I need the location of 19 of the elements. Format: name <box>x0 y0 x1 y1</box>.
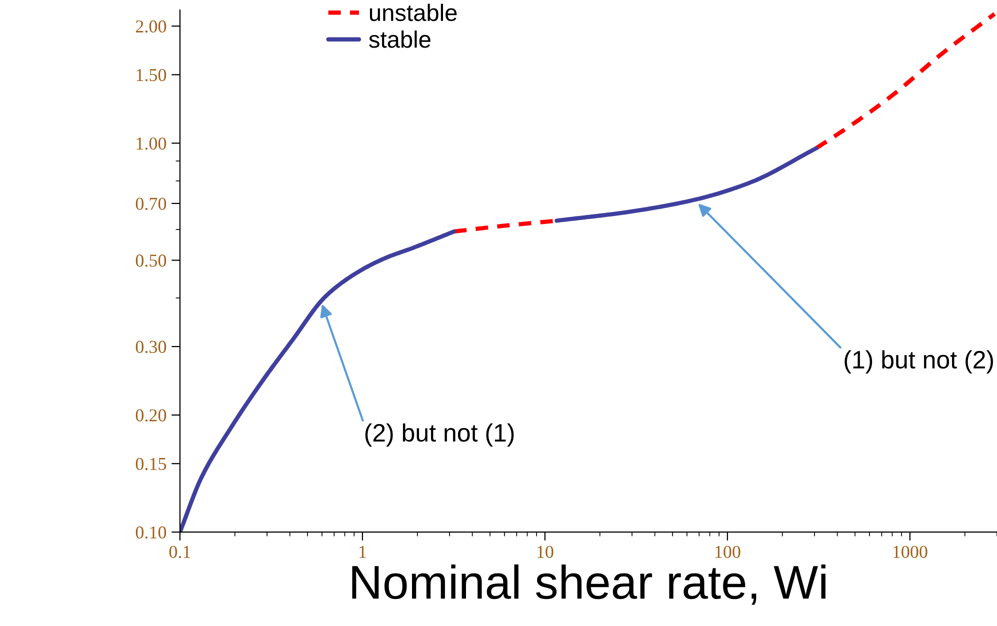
x-axis-title: Nominal shear rate, Wi <box>352 564 826 605</box>
y-tick-label: 2.00 <box>136 20 166 33</box>
y-tick-label: 1.00 <box>136 137 166 150</box>
x-tick-label: 100 <box>715 546 740 558</box>
legend-label: unstable <box>370 4 457 22</box>
y-tick-label: 1.50 <box>136 68 166 82</box>
annotation: (2) but not (1) <box>365 423 514 447</box>
x-tick-label: 10 <box>538 546 554 558</box>
legend-label: stable <box>369 30 430 48</box>
y-tick-label: 0.20 <box>136 409 166 422</box>
x-tick-label: 1000 <box>893 546 928 558</box>
y-tick-label: 0.70 <box>136 198 166 210</box>
y-tick-label: 0.15 <box>136 458 166 470</box>
y-tick-label: 0.10 <box>136 526 166 539</box>
x-tick-label: 0.1 <box>169 546 190 558</box>
y-tick-label: 0.30 <box>136 340 166 354</box>
x-tick-label: 1 <box>360 546 366 558</box>
y-tick-label: 0.50 <box>136 254 166 267</box>
annotation: (1) but not (2) <box>844 350 994 374</box>
